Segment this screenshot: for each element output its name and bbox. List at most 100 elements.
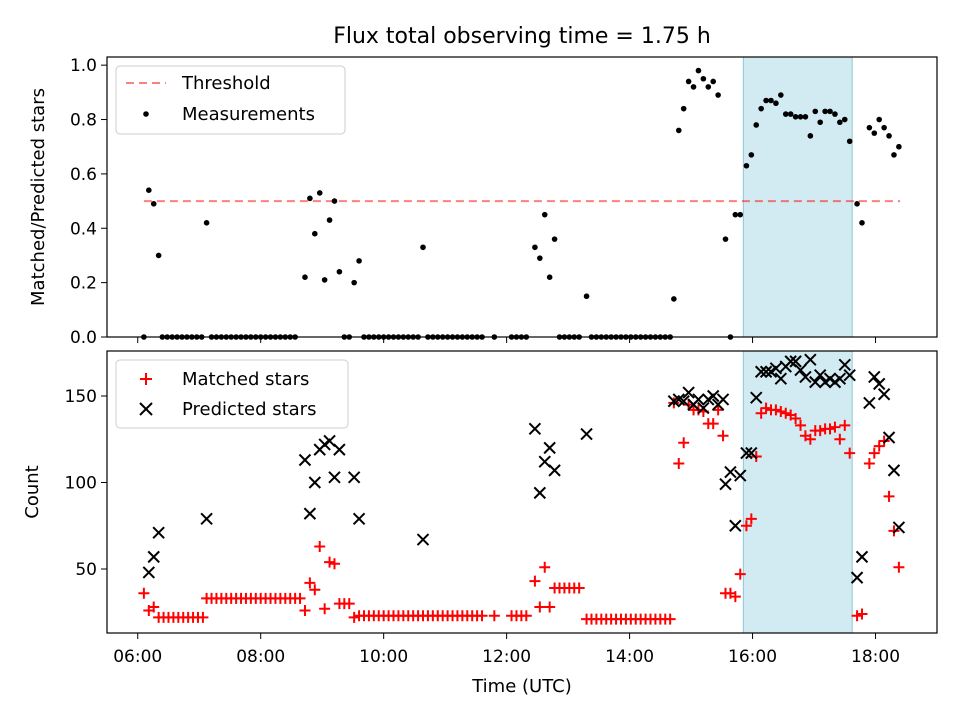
matched-stars-point — [294, 592, 306, 604]
measurement-point — [321, 277, 328, 283]
matched-stars-point — [520, 610, 532, 622]
counts-marks — [138, 353, 906, 625]
measurement-point — [797, 114, 804, 120]
measurement-point — [146, 187, 152, 194]
matched-stars-point — [319, 603, 331, 615]
measurement-point — [773, 100, 779, 107]
ratio-legend-box — [115, 65, 346, 135]
highlight-span — [742, 56, 853, 338]
predicted-stars-point — [745, 446, 758, 460]
matched-stars-point — [883, 490, 895, 502]
matched-stars-point — [868, 447, 880, 459]
predicted-stars-point — [868, 370, 881, 384]
matched-stars-point — [755, 407, 767, 419]
measurement-point — [792, 114, 799, 120]
measurement-point — [841, 116, 848, 123]
measurement-point — [312, 230, 318, 237]
measurement-point — [671, 296, 677, 302]
matched-stars-point — [780, 407, 792, 419]
measurement-point — [896, 143, 902, 150]
matched-stars-point — [476, 610, 488, 622]
ratio-axes-frame — [106, 56, 938, 338]
ratio-x-ticks — [137, 337, 877, 343]
matched-stars-point — [328, 558, 340, 570]
measurement-point — [763, 97, 769, 104]
matched-stars-point — [529, 575, 541, 587]
matched-stars-point — [343, 598, 355, 610]
predicted-stars-point — [416, 533, 430, 546]
predicted-stars-point — [863, 396, 876, 410]
matched-stars-point — [299, 605, 311, 617]
measurement-point — [768, 97, 774, 104]
measurement-point — [886, 133, 892, 139]
measurement-point — [307, 195, 313, 202]
y-tick-label: 0.4 — [70, 219, 97, 239]
counts-axes-frame — [106, 350, 938, 634]
matched-stars-point — [814, 425, 826, 437]
measurement-point — [837, 119, 843, 126]
y-tick-label: 150 — [65, 387, 97, 407]
predicted-stars-point — [729, 519, 742, 532]
matched-stars-point — [750, 451, 762, 463]
measurement-point — [203, 220, 210, 226]
measurement-point — [866, 124, 873, 131]
matched-stars-point — [729, 591, 741, 603]
predicted-stars-point — [152, 526, 165, 539]
ratio-panel: 0.0 0.2 0.4 0.6 0.8 1.0 Matched/Predicted sta… — [28, 56, 938, 348]
predicted-stars-point — [804, 353, 817, 366]
measurement-point — [827, 108, 833, 115]
matched-stars-point — [707, 418, 719, 430]
matched-legend-swatch — [140, 373, 152, 385]
predicted-stars-point — [843, 369, 856, 382]
measurement-point — [881, 124, 887, 131]
matched-stars-point — [760, 402, 772, 414]
y-tick-label: 0.8 — [70, 111, 97, 131]
predicted-stars-point — [333, 443, 346, 456]
x-tick-label: 12:00 — [482, 647, 531, 667]
measurement-point — [700, 75, 707, 82]
measurement-point — [675, 127, 682, 134]
matched-stars-point — [804, 433, 816, 445]
measurements-legend-swatch — [143, 111, 149, 117]
matched-stars-point — [734, 568, 746, 580]
matched-stars-point — [668, 397, 680, 409]
predicted-stars-point — [538, 455, 551, 468]
matched-stars-point — [844, 447, 856, 459]
ratio-legend: Threshold Measurements — [115, 65, 346, 135]
highlight-span — [742, 350, 853, 634]
measurements-legend-label: Measurements — [182, 104, 315, 125]
measurement-point — [420, 244, 426, 251]
measurement-point — [356, 258, 362, 264]
measurement-point — [846, 138, 853, 145]
y-tick-label: 0.2 — [70, 274, 97, 294]
predicted-stars-point — [298, 453, 312, 467]
y-tick-label: 0.6 — [70, 165, 97, 185]
measurement-point — [891, 152, 897, 158]
measurement-point — [331, 198, 338, 204]
matched-stars-point — [348, 611, 360, 623]
matched-stars-point — [829, 421, 841, 433]
measurement-point — [705, 84, 712, 90]
predicted-stars-point — [809, 375, 822, 389]
measurement-point — [876, 116, 883, 123]
measurement-point — [859, 220, 865, 226]
predicted-stars-point — [352, 512, 366, 526]
predicted-stars-point — [882, 431, 896, 444]
measurement-point — [732, 211, 739, 218]
predicted-stars-point — [347, 471, 361, 484]
measurement-point — [807, 133, 814, 139]
measurement-point — [748, 152, 755, 158]
measurement-point — [722, 236, 729, 242]
measurement-point — [871, 130, 878, 136]
ratio-y-ticks: 0.0 0.2 0.4 0.6 0.8 1.0 — [70, 56, 107, 348]
x-tick-label: 08:00 — [236, 647, 285, 667]
counts-legend-box — [115, 359, 349, 429]
predicted-stars-point — [697, 401, 710, 415]
predicted-stars-point — [719, 478, 732, 491]
predicted-stars-point — [759, 365, 773, 378]
matched-stars-point — [673, 457, 685, 469]
predicted-stars-point — [813, 369, 827, 382]
matched-stars-point — [740, 520, 752, 532]
predicted-stars-point — [580, 427, 593, 441]
measurement-point — [743, 162, 750, 169]
